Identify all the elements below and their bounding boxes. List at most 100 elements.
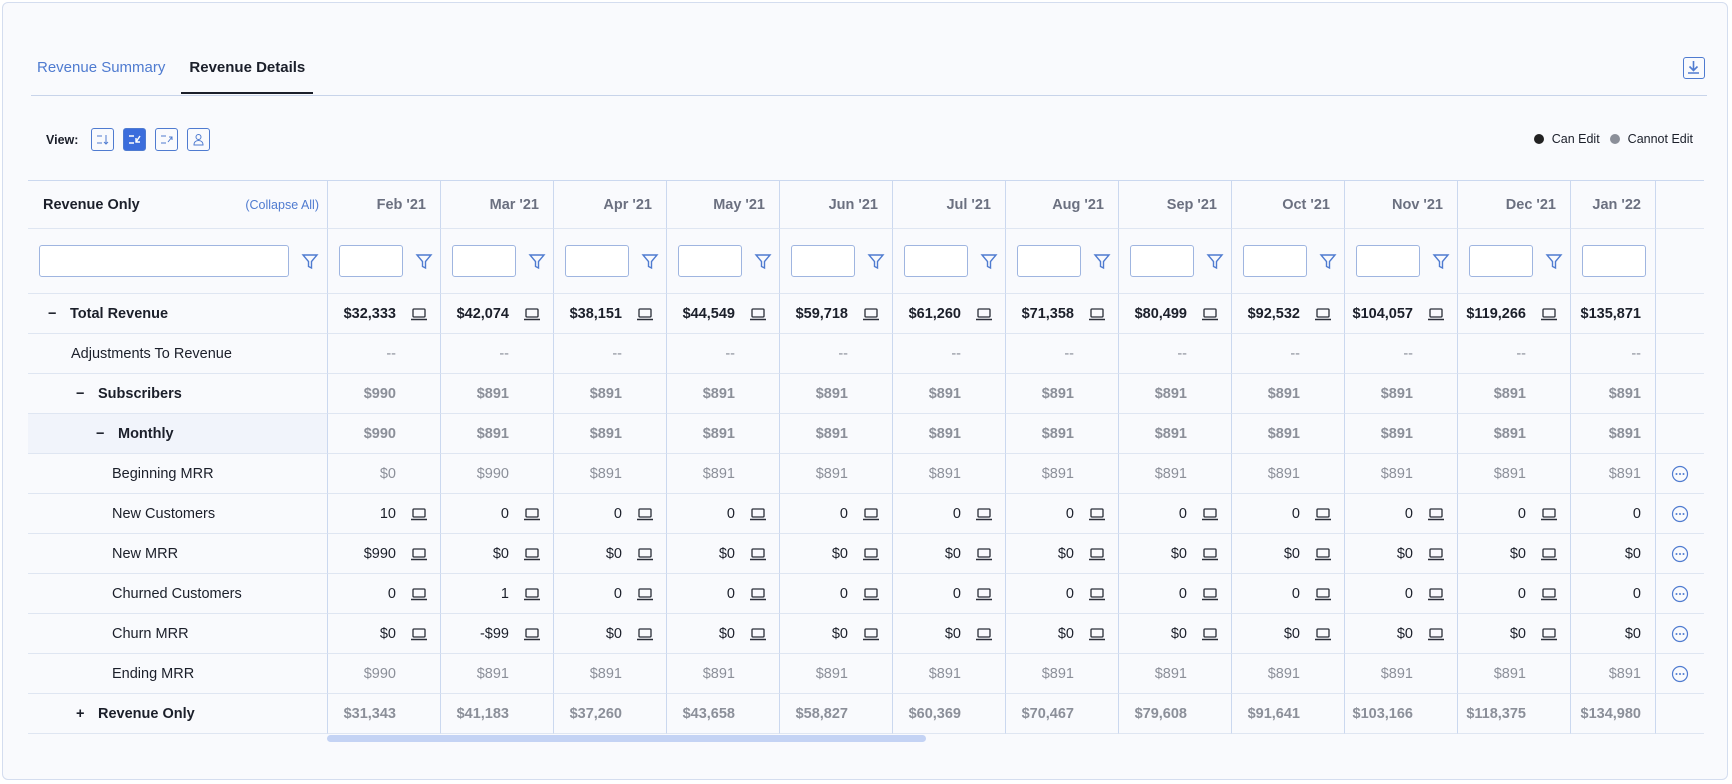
filter-icon[interactable] <box>1206 252 1224 270</box>
filter-input[interactable] <box>1469 245 1533 277</box>
edit-source-icon[interactable] <box>1088 587 1106 601</box>
edit-source-icon[interactable] <box>862 507 880 521</box>
filter-input[interactable] <box>39 245 289 277</box>
edit-source-icon[interactable] <box>1540 307 1558 321</box>
edit-source-icon[interactable] <box>862 307 880 321</box>
view-button[interactable] <box>187 128 211 151</box>
filter-icon[interactable] <box>980 252 998 270</box>
scrollbar[interactable] <box>327 735 926 742</box>
filter-icon[interactable] <box>528 252 546 270</box>
edit-source-icon[interactable] <box>1427 627 1445 641</box>
download-button[interactable] <box>1683 57 1705 79</box>
edit-source-icon[interactable] <box>636 547 654 561</box>
edit-source-icon[interactable] <box>410 587 428 601</box>
filter-input[interactable] <box>339 245 403 277</box>
filter-icon[interactable] <box>1432 252 1450 270</box>
view-button-active[interactable] <box>123 128 147 151</box>
edit-source-icon[interactable] <box>1201 587 1219 601</box>
edit-source-icon[interactable] <box>1540 547 1558 561</box>
filter-input[interactable] <box>1017 245 1081 277</box>
edit-source-icon[interactable] <box>1201 547 1219 561</box>
filter-input[interactable] <box>1582 245 1646 277</box>
edit-source-icon[interactable] <box>523 307 541 321</box>
row-actions[interactable] <box>1671 465 1689 483</box>
edit-source-icon[interactable] <box>1427 587 1445 601</box>
filter-icon[interactable] <box>1093 252 1111 270</box>
edit-source-icon[interactable] <box>1314 507 1332 521</box>
filter-input[interactable] <box>1243 245 1307 277</box>
edit-source-icon[interactable] <box>975 627 993 641</box>
edit-source-icon[interactable] <box>749 307 767 321</box>
edit-source-icon[interactable] <box>749 627 767 641</box>
filter-icon[interactable] <box>415 252 433 270</box>
edit-source-icon[interactable] <box>1314 627 1332 641</box>
edit-source-icon[interactable] <box>523 507 541 521</box>
filter-input[interactable] <box>1130 245 1194 277</box>
edit-source-icon[interactable] <box>749 547 767 561</box>
filter-input[interactable] <box>452 245 516 277</box>
edit-source-icon[interactable] <box>862 587 880 601</box>
edit-source-icon[interactable] <box>1201 307 1219 321</box>
edit-source-icon[interactable] <box>1540 587 1558 601</box>
edit-source-icon[interactable] <box>1540 507 1558 521</box>
edit-source-icon[interactable] <box>975 507 993 521</box>
view-button[interactable] <box>155 128 179 151</box>
row-toggle[interactable]: − <box>96 425 105 442</box>
filter-input[interactable] <box>791 245 855 277</box>
filter-icon[interactable] <box>867 252 885 270</box>
collapse-all[interactable]: (Collapse All) <box>245 197 319 212</box>
edit-source-icon[interactable] <box>1088 547 1106 561</box>
edit-source-icon[interactable] <box>975 307 993 321</box>
edit-source-icon[interactable] <box>1201 507 1219 521</box>
edit-source-icon[interactable] <box>410 507 428 521</box>
edit-source-icon[interactable] <box>1314 587 1332 601</box>
row-actions[interactable] <box>1671 585 1689 603</box>
filter-icon[interactable] <box>301 252 319 270</box>
edit-source-icon[interactable] <box>862 627 880 641</box>
edit-source-icon[interactable] <box>975 547 993 561</box>
row-actions[interactable] <box>1671 505 1689 523</box>
edit-source-icon[interactable] <box>636 627 654 641</box>
view-button[interactable] <box>91 128 115 151</box>
filter-input[interactable] <box>565 245 629 277</box>
edit-source-icon[interactable] <box>410 307 428 321</box>
edit-source-icon[interactable] <box>1427 307 1445 321</box>
edit-source-icon[interactable] <box>1088 627 1106 641</box>
filter-input[interactable] <box>678 245 742 277</box>
edit-source-icon[interactable] <box>1314 307 1332 321</box>
edit-source-icon[interactable] <box>523 587 541 601</box>
filter-icon[interactable] <box>1545 252 1563 270</box>
edit-source-icon[interactable] <box>636 587 654 601</box>
row-actions[interactable] <box>1671 665 1689 683</box>
edit-source-icon[interactable] <box>1088 307 1106 321</box>
filter-icon[interactable] <box>641 252 659 270</box>
row-toggle[interactable]: + <box>76 705 85 722</box>
edit-source-icon[interactable] <box>1201 627 1219 641</box>
edit-source-icon[interactable] <box>1540 627 1558 641</box>
filter-input[interactable] <box>904 245 968 277</box>
edit-source-icon[interactable] <box>523 547 541 561</box>
row-actions[interactable] <box>1671 545 1689 563</box>
edit-source-icon[interactable] <box>410 547 428 561</box>
tab[interactable]: Revenue Summary <box>37 59 166 76</box>
edit-source-icon[interactable] <box>1427 507 1445 521</box>
edit-source-icon[interactable] <box>410 627 428 641</box>
row-toggle[interactable]: − <box>76 385 85 402</box>
edit-source-icon[interactable] <box>1427 547 1445 561</box>
edit-source-icon[interactable] <box>749 587 767 601</box>
row-actions[interactable] <box>1671 625 1689 643</box>
row-toggle[interactable]: − <box>48 305 57 322</box>
filter-input[interactable] <box>1356 245 1420 277</box>
tab-active[interactable]: Revenue Details <box>181 51 314 94</box>
cell: $891 <box>779 414 892 454</box>
filter-icon[interactable] <box>754 252 772 270</box>
filter-icon[interactable] <box>1319 252 1337 270</box>
edit-source-icon[interactable] <box>862 547 880 561</box>
edit-source-icon[interactable] <box>523 627 541 641</box>
edit-source-icon[interactable] <box>1088 507 1106 521</box>
edit-source-icon[interactable] <box>636 307 654 321</box>
edit-source-icon[interactable] <box>636 507 654 521</box>
edit-source-icon[interactable] <box>1314 547 1332 561</box>
edit-source-icon[interactable] <box>749 507 767 521</box>
edit-source-icon[interactable] <box>975 587 993 601</box>
